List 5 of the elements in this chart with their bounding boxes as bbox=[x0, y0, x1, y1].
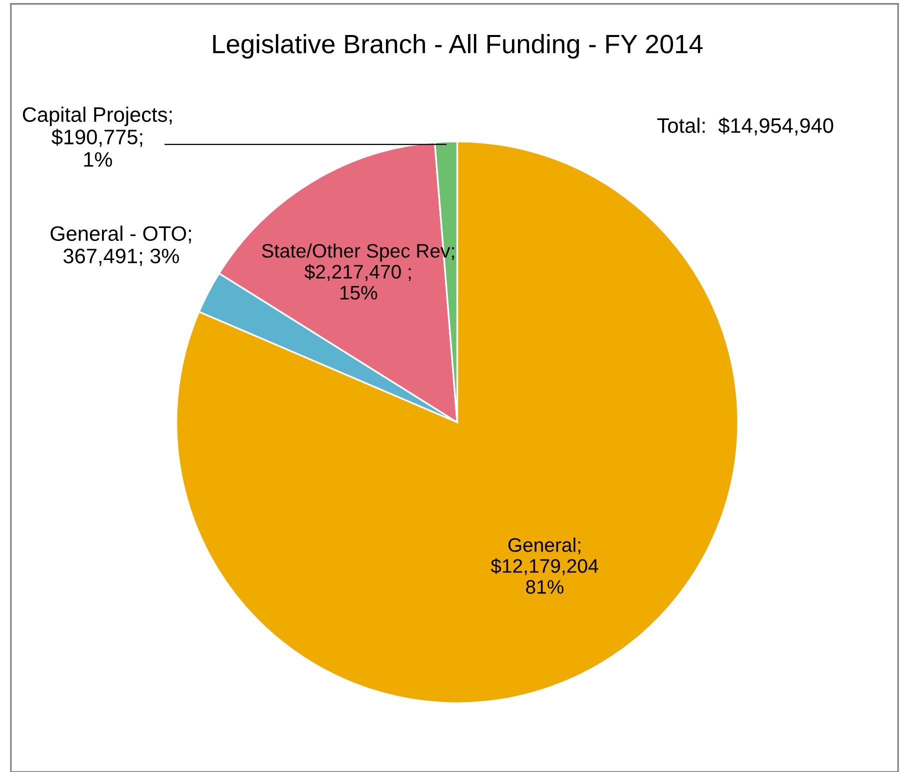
text: Total: $14,954,940 bbox=[657, 117, 834, 136]
chart-title: Legislative Branch - All Funding - FY 2014 bbox=[213, 34, 703, 59]
slice-label: General; $12,179,204 81% bbox=[490, 538, 598, 594]
slice-label: Capital Projects; $190,775; 1% bbox=[22, 106, 172, 167]
slice-label: General - OTO; 367,491; 3% bbox=[50, 226, 191, 266]
